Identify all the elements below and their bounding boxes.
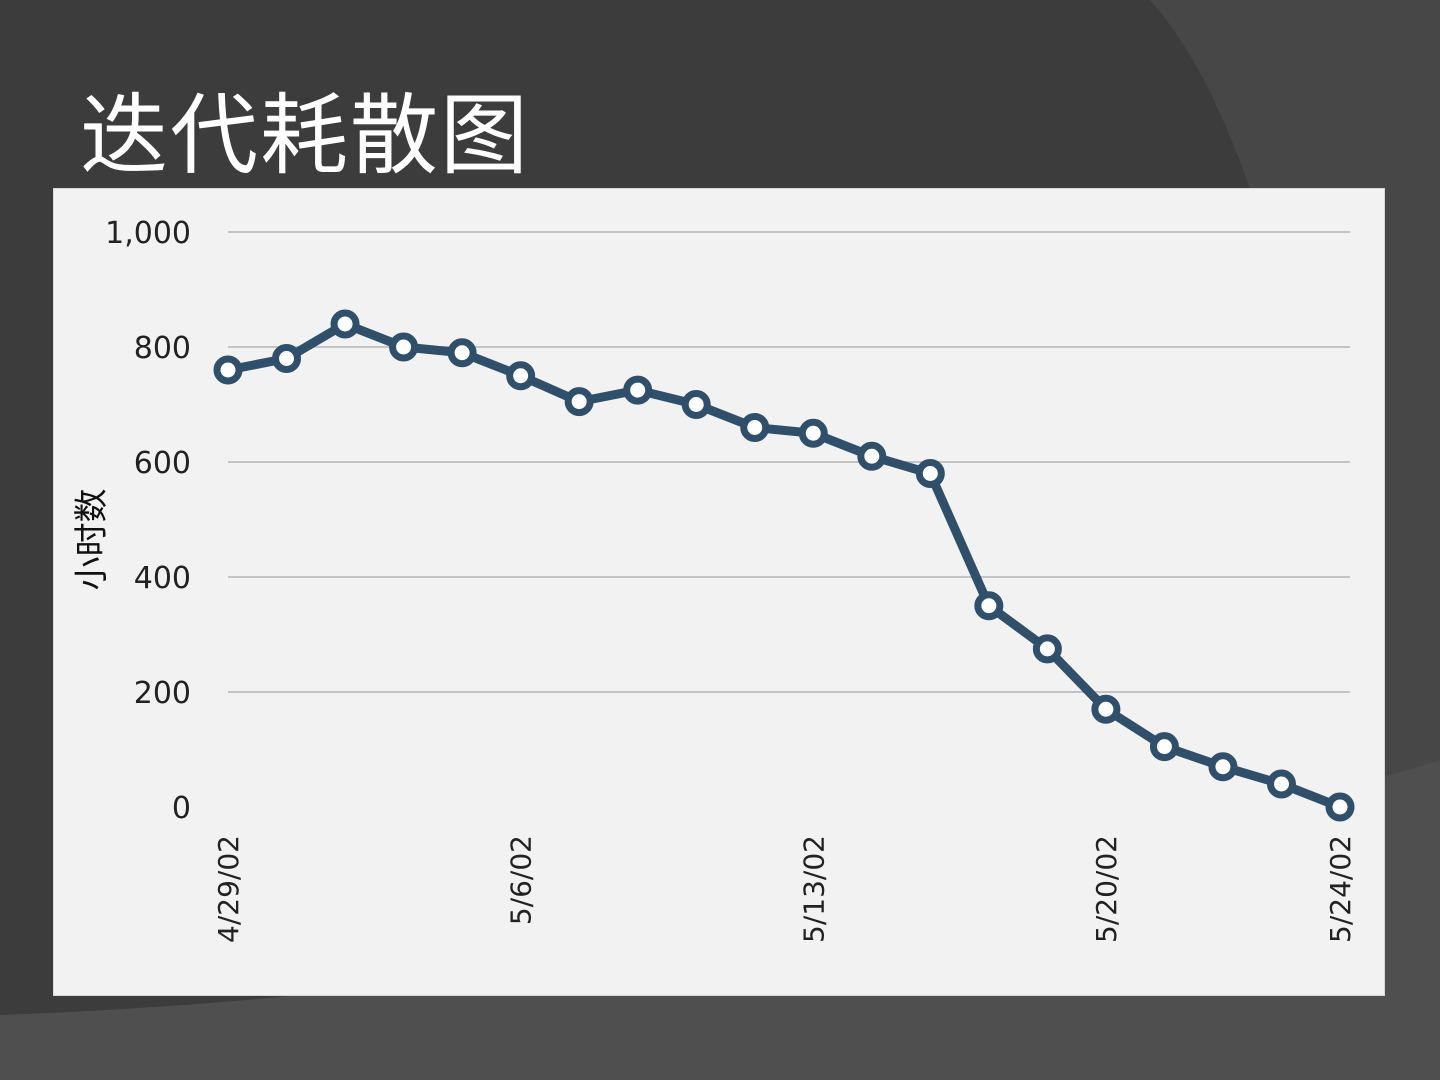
data-point — [681, 390, 711, 419]
y-tick-label: 800 — [134, 331, 191, 366]
series-line — [223, 319, 1345, 812]
data-point — [1325, 792, 1355, 822]
y-tick-label: 1,000 — [105, 216, 191, 251]
y-tick-label: 200 — [134, 676, 191, 711]
data-point — [272, 344, 302, 373]
data-point — [213, 355, 243, 385]
data-point — [1032, 634, 1062, 664]
y-tick-label: 600 — [134, 446, 191, 481]
background-arc-bottom — [0, 760, 1440, 1080]
data-point — [623, 375, 653, 405]
data-point — [740, 413, 770, 442]
data-point — [330, 309, 360, 339]
y-axis-label: 小时数 — [72, 489, 112, 591]
data-point — [915, 459, 945, 488]
data-point — [974, 591, 1004, 621]
burndown-chart: 0 200 400 600 800 1,000 小时数 4/29/02 5/6/02 5/13/0… — [72, 216, 1357, 943]
data-point — [798, 418, 828, 448]
data-point — [1266, 769, 1296, 799]
data-point — [506, 361, 536, 391]
data-point — [1091, 694, 1121, 724]
slide-title: 迭代耗散图 — [80, 84, 531, 187]
x-tick-label: 5/24/02 — [1324, 835, 1357, 943]
data-point — [389, 332, 419, 362]
x-tick-label: 5/6/02 — [505, 835, 538, 925]
y-tick-label: 400 — [134, 561, 191, 596]
data-point — [1149, 732, 1179, 762]
data-point — [447, 338, 477, 368]
chart-panel: 0 200 400 600 800 1,000 小时数 4/29/02 5/6/02 5/13/0… — [53, 188, 1385, 996]
x-tick-label: 5/20/02 — [1090, 835, 1123, 943]
y-tick-label: 0 — [172, 791, 191, 826]
data-point — [1208, 752, 1238, 782]
data-point — [857, 441, 887, 471]
x-tick-label: 5/13/02 — [797, 835, 830, 943]
data-point — [564, 387, 594, 417]
x-tick-label: 4/29/02 — [212, 835, 245, 943]
